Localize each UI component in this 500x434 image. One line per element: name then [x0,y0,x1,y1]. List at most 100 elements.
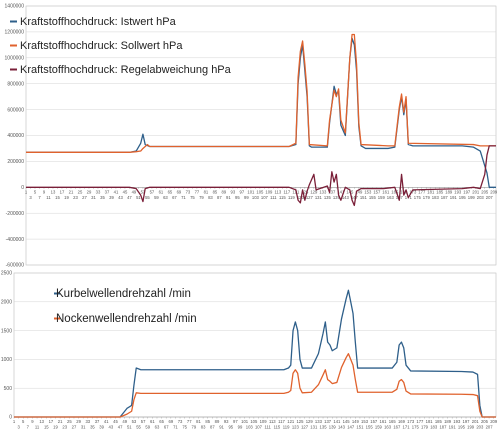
x-tick-label: 87 [217,195,222,200]
x-tick-label: 129 [310,189,318,194]
x-tick-label: 143 [342,195,350,200]
x-tick-label: 129 [306,419,314,424]
x-tick-label: 33 [85,419,90,424]
x-tick-label: 91 [219,425,224,430]
x-tick-label: 89 [215,419,220,424]
x-tick-label: 207 [486,195,494,200]
x-tick-label: 127 [301,425,309,430]
x-tick-label: 101 [247,189,255,194]
y-tick-label: -400000 [6,237,25,243]
x-tick-label: 155 [366,425,374,430]
legend-label: Kurbelwellendrehzahl /min [56,288,191,300]
x-tick-label: 81 [204,189,209,194]
x-tick-label: 89 [222,189,227,194]
y-tick-label: -600000 [6,263,25,269]
x-tick-label: 27 [72,425,77,430]
x-tick-label: 147 [347,425,355,430]
x-tick-label: 43 [109,425,114,430]
x-tick-label: 99 [244,195,249,200]
y-tick-label: 0 [9,415,12,421]
x-tick-label: 195 [459,195,467,200]
x-tick-label: 97 [240,189,245,194]
x-tick-label: 83 [201,425,206,430]
x-tick-label: 189 [445,189,453,194]
y-tick-label: 1000000 [5,56,25,62]
x-tick-label: 55 [145,195,150,200]
x-tick-label: 157 [370,419,378,424]
x-tick-label: 185 [435,419,443,424]
x-tick-label: 77 [195,189,200,194]
x-tick-label: 15 [55,195,60,200]
x-tick-label: 137 [328,189,336,194]
x-tick-label: 195 [458,425,466,430]
x-tick-label: 197 [463,419,471,424]
x-tick-label: 41 [114,189,119,194]
x-tick-label: 53 [141,189,146,194]
x-tick-label: 205 [481,419,489,424]
x-tick-label: 209 [490,189,498,194]
x-tick-label: 17 [60,189,65,194]
x-tick-label: 59 [145,425,150,430]
x-tick-label: 193 [453,419,461,424]
x-tick-label: 115 [274,425,281,430]
x-tick-label: 47 [118,425,123,430]
x-tick-label: 117 [284,189,291,194]
x-tick-label: 67 [172,195,177,200]
x-tick-label: 45 [123,189,128,194]
x-tick-label: 19 [64,195,69,200]
x-tick-label: 161 [379,419,387,424]
x-tick-label: 155 [369,195,377,200]
x-tick-label: 143 [338,425,346,430]
x-tick-label: 33 [96,189,101,194]
x-tick-label: 49 [132,189,137,194]
x-tick-label: 163 [384,425,392,430]
legend-label: Kraftstoffhochdruck: Istwert hPa [20,16,177,28]
x-tick-label: 37 [105,189,110,194]
x-tick-label: 93 [231,189,236,194]
pressure-chart: -600000 -400000 -200000 0 200000 400000 600000… [5,4,498,269]
series-line-1 [14,289,496,418]
x-tick-label: 121 [287,419,295,424]
x-tick-label: 141 [333,419,341,424]
y-tick-label: -200000 [6,211,25,217]
x-tick-label: 15 [44,425,49,430]
y-tick-label: 2500 [1,271,12,277]
x-tick-label: 5 [34,189,37,194]
x-tick-label: 169 [398,419,406,424]
x-tick-label: 13 [51,189,56,194]
x-tick-label: 93 [224,419,229,424]
x-tick-label: 39 [99,425,104,430]
x-tick-label: 73 [178,419,183,424]
x-tick-label: 185 [436,189,444,194]
x-tick-label: 23 [62,425,67,430]
x-tick-label: 191 [450,195,458,200]
x-tick-label: 191 [449,425,457,430]
x-tick-label: 139 [333,195,341,200]
x-tick-label: 159 [375,425,383,430]
x-tick-label: 125 [296,419,304,424]
x-tick-label: 203 [477,195,485,200]
y-tick-label: 1200000 [5,30,25,36]
y-tick-label: 1500 [1,328,12,334]
x-tick-label: 149 [352,419,360,424]
x-tick-label: 57 [150,189,155,194]
x-tick-label: 109 [260,419,268,424]
y-tick-label: 1000 [1,357,12,363]
x-tick-label: 79 [199,195,204,200]
x-tick-label: 13 [39,419,44,424]
x-tick-label: 41 [104,419,109,424]
x-tick-label: 53 [132,419,137,424]
x-tick-label: 75 [182,425,187,430]
x-tick-label: 157 [373,189,381,194]
x-tick-label: 175 [414,195,422,200]
y-tick-label: 400000 [7,133,24,139]
x-tick-label: 27 [82,195,87,200]
x-tick-label: 91 [226,195,231,200]
x-tick-label: 67 [164,425,169,430]
x-tick-label: 141 [337,189,345,194]
x-tick-label: 201 [472,189,480,194]
x-tick-label: 183 [430,425,438,430]
x-tick-label: 177 [416,419,424,424]
x-tick-label: 1 [13,419,16,424]
x-tick-label: 103 [252,195,260,200]
